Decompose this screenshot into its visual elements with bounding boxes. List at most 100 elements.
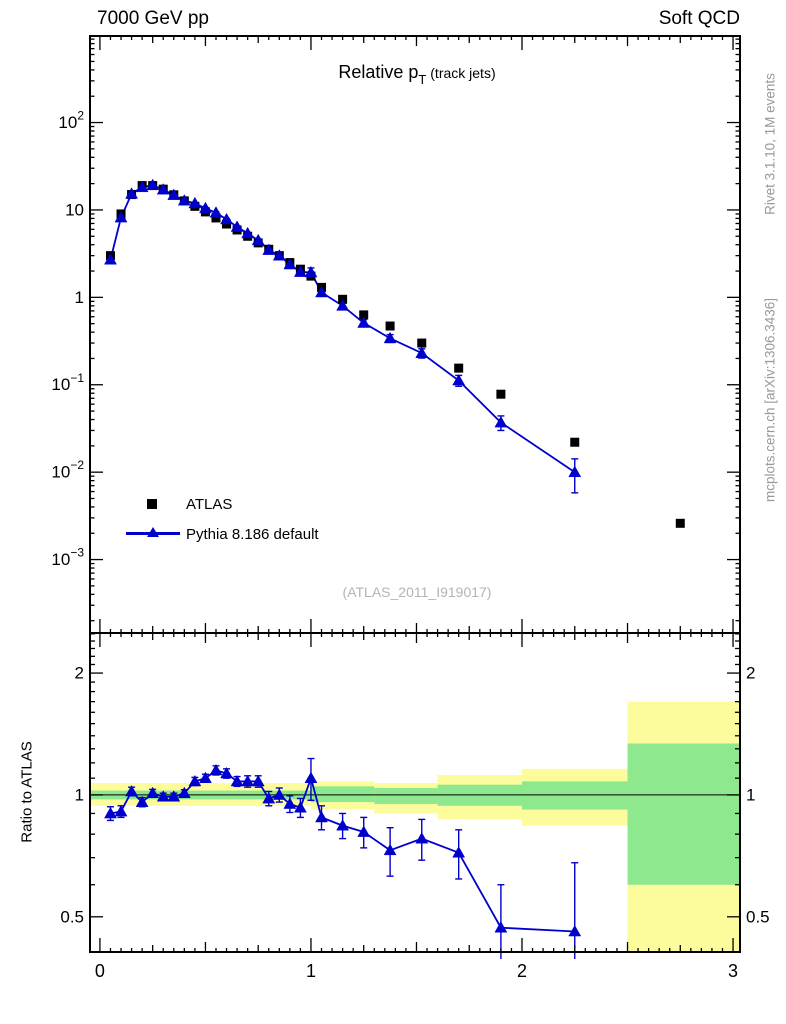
pythia-point bbox=[220, 766, 233, 779]
main-ytick-label: 10−1 bbox=[51, 371, 84, 394]
ratio-ytick-label-left: 2 bbox=[75, 664, 84, 683]
atlas-point bbox=[570, 437, 580, 447]
pythia-point bbox=[336, 819, 350, 831]
pythia-point bbox=[272, 249, 286, 261]
pythia-point bbox=[230, 220, 244, 232]
analysis-id-watermark: (ATLAS_2011_I919017) bbox=[342, 584, 492, 600]
ratio-panel-series bbox=[104, 757, 582, 959]
ratio-uncertainty-bands bbox=[90, 701, 740, 952]
pythia-point bbox=[104, 253, 117, 265]
axis-ticks bbox=[90, 36, 740, 952]
atlas-point bbox=[454, 363, 464, 373]
xtick-label: 0 bbox=[95, 961, 105, 981]
pythia-point bbox=[220, 212, 233, 225]
legend-marker-pythia bbox=[147, 527, 159, 537]
pythia-point bbox=[199, 771, 212, 784]
ratio-panel-frame bbox=[89, 632, 741, 953]
pythia-point bbox=[199, 201, 212, 214]
ratio-ytick-label-right: 0.5 bbox=[746, 907, 770, 926]
atlas-point bbox=[211, 213, 221, 223]
pythia-point bbox=[283, 797, 297, 809]
pythia-point bbox=[293, 801, 307, 813]
mcplots-reference-note: mcplots.cern.ch [arXiv:1306.3436] bbox=[762, 297, 778, 503]
main-ytick-label: 10 bbox=[65, 200, 84, 219]
pythia-point bbox=[146, 786, 160, 799]
pythia-point bbox=[283, 257, 297, 270]
pythia-point bbox=[125, 784, 139, 797]
plot-title-rest: (track jets) bbox=[426, 65, 496, 81]
plot-title-subscript: T bbox=[418, 72, 427, 87]
process-group-label: Soft QCD bbox=[658, 8, 740, 29]
pythia-point bbox=[209, 763, 223, 776]
pythia-point bbox=[568, 465, 582, 478]
pythia-point bbox=[383, 331, 397, 344]
atlas-point bbox=[675, 518, 685, 528]
pythia-point bbox=[568, 924, 582, 937]
pythia-point bbox=[262, 791, 276, 804]
ratio-ytick-label-left: 1 bbox=[75, 785, 84, 804]
pythia-point bbox=[452, 846, 466, 858]
ratio-ytick-label-right: 1 bbox=[746, 785, 755, 804]
legend-label-pythia: Pythia 8.186 default bbox=[186, 526, 319, 543]
pythia-point bbox=[262, 243, 276, 255]
pythia-point bbox=[125, 187, 139, 199]
pythia-point bbox=[251, 774, 265, 787]
band-green bbox=[627, 743, 740, 885]
pythia-point bbox=[336, 299, 350, 311]
main-ytick-label: 10−2 bbox=[51, 458, 84, 481]
atlas-point bbox=[359, 310, 369, 320]
pythia-point bbox=[135, 795, 149, 807]
main-panel-series bbox=[104, 178, 685, 528]
xtick-label: 2 bbox=[517, 961, 527, 981]
main-ytick-label: 10−3 bbox=[51, 546, 84, 569]
plot-title: Relative pT (track jets) bbox=[338, 62, 495, 87]
pythia-point bbox=[114, 805, 128, 817]
pythia-point bbox=[188, 774, 202, 787]
xtick-label: 1 bbox=[306, 961, 316, 981]
pythia-line bbox=[109, 184, 576, 473]
pythia-point bbox=[415, 346, 429, 358]
pythia-point bbox=[293, 265, 307, 277]
ratio-ytick-label-right: 2 bbox=[746, 664, 755, 683]
pythia-point bbox=[415, 832, 429, 844]
atlas-point bbox=[496, 389, 506, 399]
pythia-point bbox=[104, 806, 117, 819]
main-ytick-label: 1 bbox=[75, 288, 84, 307]
pythia-point bbox=[304, 771, 318, 784]
ratio-axis-title: Ratio to ATLAS bbox=[18, 741, 36, 843]
pythia-point bbox=[241, 226, 255, 239]
pythia-point bbox=[156, 183, 170, 195]
atlas-point bbox=[385, 321, 395, 331]
legend-marker-atlas bbox=[147, 499, 157, 509]
pythia-point bbox=[383, 843, 397, 856]
plot-title-main: Relative p bbox=[338, 62, 419, 82]
xtick-label: 3 bbox=[728, 961, 738, 981]
pythia-point bbox=[494, 921, 508, 933]
pythia-point bbox=[135, 180, 149, 193]
pythia-point bbox=[304, 265, 318, 278]
pythia-point bbox=[452, 373, 466, 386]
pythia-point bbox=[272, 788, 286, 800]
pythia-point bbox=[114, 210, 128, 223]
pythia-point bbox=[241, 774, 255, 787]
pythia-point bbox=[156, 790, 170, 802]
pythia-point bbox=[209, 206, 223, 218]
pythia-point bbox=[494, 415, 508, 428]
pythia-point bbox=[167, 790, 181, 802]
pythia-point bbox=[146, 178, 160, 191]
pythia-point bbox=[230, 774, 244, 787]
band-green bbox=[374, 788, 438, 804]
pythia-point bbox=[177, 786, 191, 799]
pythia-point bbox=[167, 188, 181, 200]
pythia-point bbox=[315, 810, 328, 823]
pythia-point bbox=[177, 194, 191, 206]
atlas-point bbox=[417, 338, 427, 348]
beam-energy-label: 7000 GeV pp bbox=[97, 8, 209, 29]
pythia-point bbox=[251, 233, 265, 246]
main-ytick-label: 102 bbox=[58, 109, 84, 132]
legend-label-atlas: ATLAS bbox=[186, 496, 233, 513]
pythia-point bbox=[357, 316, 371, 328]
pythia-point bbox=[188, 196, 202, 209]
band-green bbox=[310, 786, 375, 803]
